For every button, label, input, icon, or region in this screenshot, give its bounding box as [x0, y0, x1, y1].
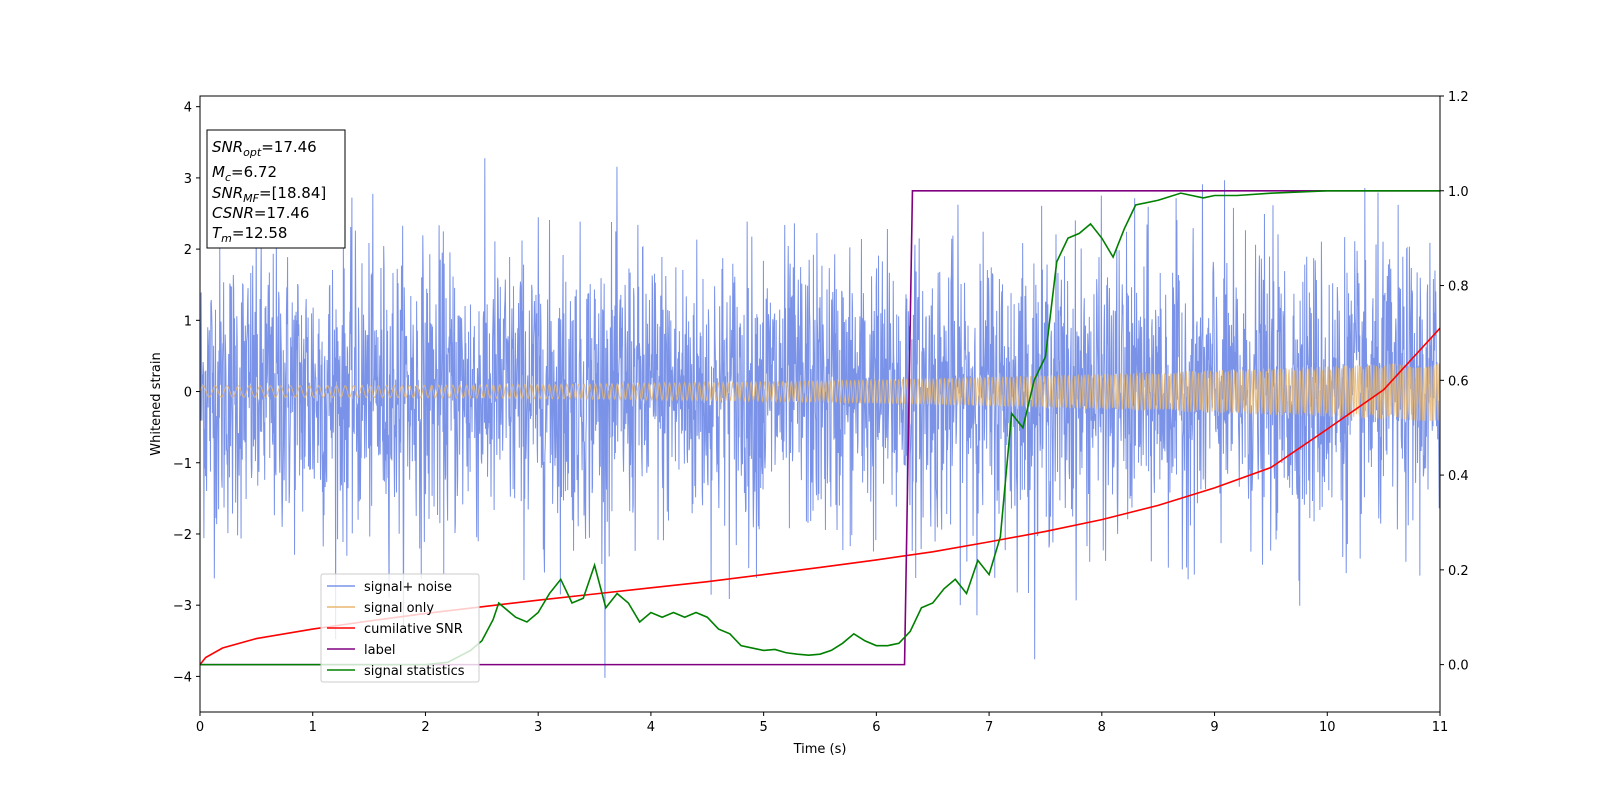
stats-line: SNRopt=17.46: [212, 138, 317, 159]
x-tick-label: 2: [421, 720, 429, 735]
y2-tick-label: 0.4: [1448, 469, 1469, 484]
series-line-signal-statistics: [200, 189, 1440, 666]
y-tick-label: 3: [184, 172, 192, 187]
y2-tick-label: 0.2: [1448, 564, 1469, 579]
x-tick-label: 0: [196, 720, 204, 735]
legend-label: signal+ noise: [364, 580, 452, 595]
series-line-cumilative-snr: [200, 327, 1440, 666]
legend-frame: [320, 573, 480, 683]
y-tick-label: 0: [184, 386, 192, 401]
y-tick-label: −3: [173, 599, 192, 614]
series-group: [200, 158, 1440, 678]
y2-tick-label: 1.2: [1448, 90, 1469, 105]
stats-line: CSNR=17.46: [212, 204, 309, 222]
series-line-signal-only: [200, 363, 1440, 421]
x-tick-label: 7: [985, 720, 993, 735]
y-tick-label: 2: [184, 243, 192, 258]
y-tick-label: −2: [173, 528, 192, 543]
x-tick-label: 10: [1319, 720, 1336, 735]
x-axis-label: Time (s): [793, 742, 847, 757]
x-tick-label: 11: [1432, 720, 1449, 735]
x-tick-label: 8: [1098, 720, 1106, 735]
legend: signal+ noise signal only cumilative SNR la…: [320, 573, 480, 683]
stats-line: Tm=12.58: [212, 224, 287, 245]
x-tick-label: 1: [309, 720, 317, 735]
x-tick-label: 5: [759, 720, 767, 735]
y2-tick-label: 0.8: [1448, 280, 1469, 295]
legend-label: cumilative SNR: [364, 622, 463, 637]
stats-box-frame: [206, 129, 346, 249]
x-tick-label: 4: [647, 720, 655, 735]
y-axis-label: Whitened strain: [149, 352, 164, 455]
axes-layer: 0 1 2 3 4 5 6 7 8 9 10 11 −4 −3 −2 −1 0 1 2 3 4 0.0 0.2 0.4 0.6 0…: [173, 90, 1469, 735]
plot-frame: [199, 95, 1441, 713]
y-tick-label: −4: [173, 670, 192, 685]
y-tick-label: 1: [184, 314, 192, 329]
series-line-label: [200, 189, 1440, 666]
legend-label: label: [364, 643, 395, 658]
plot-layer: [200, 158, 1440, 678]
stats-annotation-box: SNRopt=17.46 Mc=6.72SNRMF=[18.84]CSNR=17.…: [206, 129, 346, 249]
legend-label: signal statistics: [364, 664, 465, 679]
y-tick-label: 4: [184, 101, 192, 116]
x-tick-label: 6: [872, 720, 880, 735]
stats-line: Mc=6.72: [212, 163, 277, 184]
y-tick-label: −1: [173, 457, 192, 472]
x-tick-label: 9: [1210, 720, 1218, 735]
legend-label: signal only: [364, 601, 434, 616]
x-tick-label: 3: [534, 720, 542, 735]
series-line-signal-noise: [200, 158, 1440, 678]
y2-tick-label: 1.0: [1448, 185, 1469, 200]
y2-tick-label: 0.0: [1448, 659, 1469, 674]
y2-tick-label: 0.6: [1448, 374, 1469, 389]
stats-line: SNRMF=[18.84]: [212, 184, 326, 205]
